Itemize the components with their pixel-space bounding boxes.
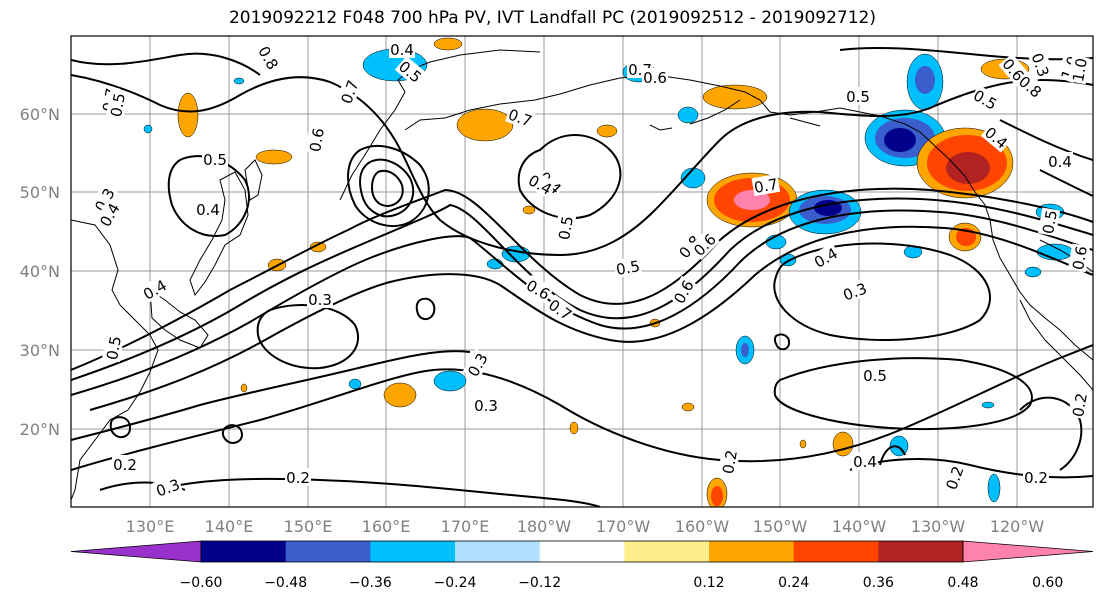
lon-label: 160°E bbox=[362, 517, 411, 536]
contour-label: 0.6 bbox=[306, 127, 328, 154]
contour-label: 0.5 bbox=[1039, 209, 1061, 236]
lon-label: 130°E bbox=[126, 517, 175, 536]
lon-label: 170°W bbox=[596, 517, 651, 536]
lon-label: 130°W bbox=[911, 517, 966, 536]
contour-label: 0.2 bbox=[286, 469, 310, 487]
colorbar-tick: 0.60 bbox=[1032, 575, 1063, 591]
lat-label: 50°N bbox=[20, 183, 60, 202]
lon-label: 170°E bbox=[441, 517, 490, 536]
contour-label: 0.5 bbox=[615, 257, 642, 279]
lon-label: 150°E bbox=[284, 517, 333, 536]
contour-label: 0.7 bbox=[753, 175, 780, 197]
lat-label: 40°N bbox=[20, 262, 60, 281]
contour-label: 0.4 bbox=[196, 201, 220, 219]
contour-label: 0.4 bbox=[1048, 153, 1072, 171]
lat-label: 20°N bbox=[20, 420, 60, 439]
colorbar-tick: 0.36 bbox=[863, 575, 894, 591]
contour-label: 0.4 bbox=[853, 453, 877, 471]
contour-label: 0.5 bbox=[107, 92, 129, 119]
contour-labels: 0.40.80.50.70.70.70.70.60.30.50.61.00.80… bbox=[89, 40, 1091, 501]
colorbar-tick: −0.60 bbox=[180, 575, 223, 591]
lon-label: 180°W bbox=[517, 517, 572, 536]
longitude-labels: 130°E 140°E 150°E 160°E 170°E 180°W 170°W 160°W… bbox=[126, 517, 1045, 536]
contour-label: 0.3 bbox=[308, 291, 332, 309]
map-title: 2019092212 F048 700 hPa PV, IVT Landfall… bbox=[228, 8, 876, 28]
colorbar-tick: 0.12 bbox=[693, 575, 724, 591]
contour-label: 0.6 bbox=[1069, 245, 1091, 272]
contour-label: 0.2 bbox=[1024, 469, 1048, 487]
contour-label: 0.2 bbox=[1069, 392, 1091, 419]
lat-label: 30°N bbox=[20, 341, 60, 360]
colorbar-tick: −0.12 bbox=[518, 575, 561, 591]
contour-label: 0.2 bbox=[113, 456, 137, 474]
map-border bbox=[70, 35, 1094, 508]
lon-label: 150°W bbox=[753, 517, 808, 536]
coastlines bbox=[71, 49, 1093, 501]
colorbar bbox=[70, 540, 1094, 563]
lon-label: 120°W bbox=[990, 517, 1045, 536]
contour-label: 0.5 bbox=[555, 215, 577, 242]
contour-label: 0.4 bbox=[390, 41, 414, 59]
lat-label: 60°N bbox=[20, 105, 60, 124]
contour-label: 0.5 bbox=[103, 335, 125, 362]
contour-label: 0.5 bbox=[203, 151, 227, 169]
contour-label: 0.5 bbox=[846, 88, 870, 106]
latitude-labels: 60°N 50°N 40°N 30°N 20°N bbox=[20, 105, 60, 439]
contour-label: 0.3 bbox=[474, 397, 498, 415]
contour-label: 0.5 bbox=[863, 367, 887, 385]
colorbar-tick: −0.48 bbox=[264, 575, 307, 591]
colorbar-tick: −0.24 bbox=[434, 575, 477, 591]
colorbar-tick: 0.48 bbox=[947, 575, 978, 591]
contour-label: 0.6 bbox=[643, 69, 667, 87]
lon-label: 140°W bbox=[832, 517, 887, 536]
lon-label: 160°W bbox=[675, 517, 730, 536]
contour-label: 0.2 bbox=[719, 449, 741, 476]
colorbar-tick: −0.36 bbox=[349, 575, 392, 591]
colorbar-tick: 0.24 bbox=[778, 575, 809, 591]
lon-label: 140°E bbox=[205, 517, 254, 536]
contour-label: 1.0 bbox=[1069, 57, 1091, 84]
colorbar-tick-labels: −0.60 −0.48 −0.36 −0.24 −0.12 0.12 0.24 0.36 0.4… bbox=[180, 575, 1064, 591]
